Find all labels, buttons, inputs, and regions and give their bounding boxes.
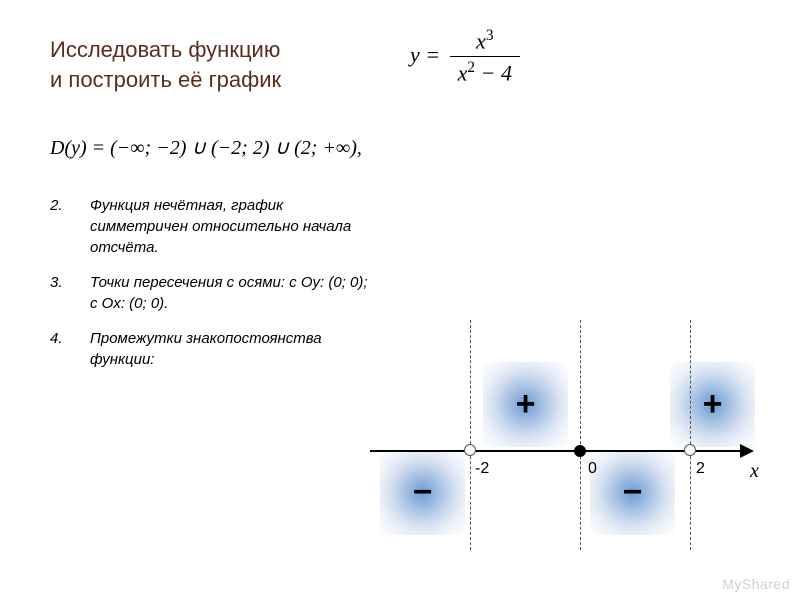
- item-number: 3.: [50, 272, 90, 314]
- tick-label: 0: [588, 460, 597, 478]
- item-text: Промежутки знакопостоянства функции:: [90, 328, 370, 370]
- fraction: x3 x2 − 4: [450, 25, 520, 89]
- open-point-icon: [464, 444, 476, 456]
- plus-sign: +: [516, 385, 536, 424]
- sign-box-pos-2: +: [670, 362, 755, 447]
- minus-sign: −: [623, 473, 643, 512]
- title-line-2: и построить её график: [50, 67, 281, 92]
- sign-diagram: − + − + -2 0 2 x: [370, 320, 770, 550]
- dashed-asymptote: [580, 320, 581, 550]
- item-text: Точки пересечения с осями: с Oy: (0; 0);…: [90, 272, 370, 314]
- x-axis-arrow-icon: [740, 444, 754, 458]
- tick-label: -2: [475, 460, 489, 478]
- list-item: 3. Точки пересечения с осями: с Oy: (0; …: [50, 272, 370, 314]
- numerator: x3: [450, 25, 520, 57]
- tick-label: 2: [696, 460, 705, 478]
- main-formula: y = x3 x2 − 4: [410, 25, 524, 89]
- axis-label-x: x: [750, 460, 759, 483]
- sign-box-neg-2: −: [590, 450, 675, 535]
- list-item: 4. Промежутки знакопостоянства функции:: [50, 328, 370, 370]
- analysis-list: 2. Функция нечётная, график симметричен …: [50, 195, 370, 384]
- plus-sign: +: [703, 385, 723, 424]
- sign-box-neg-1: −: [380, 450, 465, 535]
- item-text: Функция нечётная, график симметричен отн…: [90, 195, 370, 258]
- item-number: 4.: [50, 328, 90, 370]
- page-title: Исследовать функцию и построить её графи…: [50, 35, 281, 94]
- item-number: 2.: [50, 195, 90, 258]
- minus-sign: −: [413, 473, 433, 512]
- open-point-icon: [684, 444, 696, 456]
- formula-lhs: y =: [410, 42, 440, 67]
- sign-box-pos-1: +: [483, 362, 568, 447]
- dashed-asymptote: [690, 320, 691, 550]
- domain-expression: D(y) = (−∞; −2) ∪ (−2; 2) ∪ (2; +∞),: [50, 135, 362, 160]
- list-item: 2. Функция нечётная, график симметричен …: [50, 195, 370, 258]
- filled-point-icon: [574, 445, 586, 457]
- title-line-1: Исследовать функцию: [50, 37, 280, 62]
- watermark: MyShared: [722, 576, 790, 592]
- dashed-asymptote: [470, 320, 471, 550]
- denominator: x2 − 4: [450, 57, 520, 88]
